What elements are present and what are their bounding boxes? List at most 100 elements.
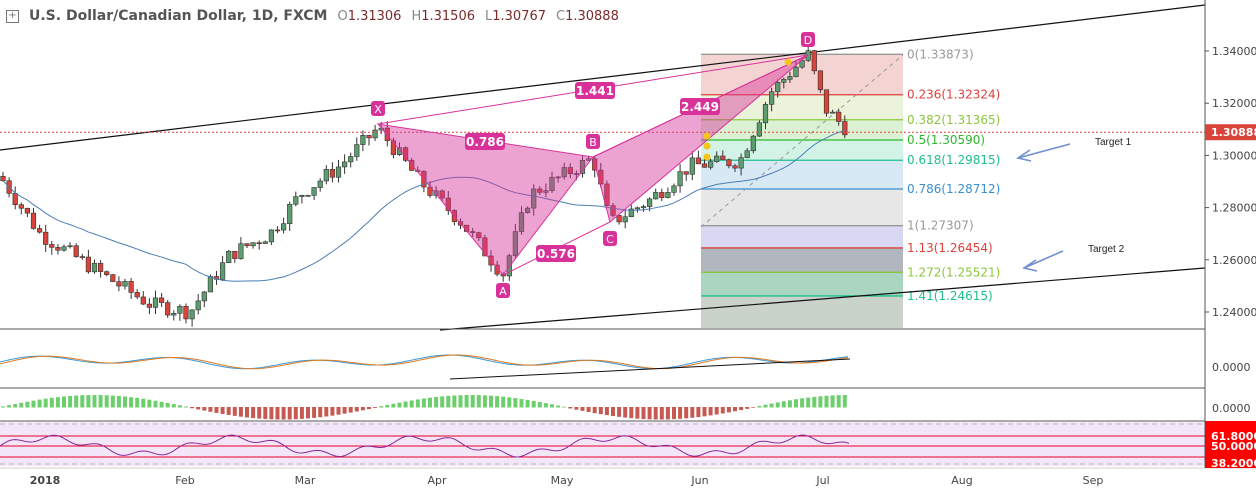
fib-zone [701, 119, 903, 141]
fib-retracement[interactable]: 0(1.33873) 0.236(1.32324) 0.382(1.31365) 0.… [700, 47, 1000, 328]
candle [634, 207, 640, 210]
candle [122, 281, 128, 287]
histogram-bar [769, 403, 774, 408]
candle [12, 193, 18, 205]
histogram-bar [684, 407, 689, 419]
fib-level-label: 0.382(1.31365) [907, 113, 1000, 127]
histogram-bar [257, 407, 262, 419]
histogram-bar [800, 398, 805, 408]
candle [146, 303, 153, 308]
candle [55, 247, 61, 251]
time-tick-label: Jul [815, 474, 829, 487]
candle [195, 300, 201, 311]
histogram-bar [299, 407, 304, 419]
trend-lines[interactable] [0, 4, 1206, 331]
candle [165, 302, 171, 316]
target-arrow-icon [1016, 143, 1071, 162]
rsi-axis-badge [1205, 421, 1256, 468]
candle [372, 129, 378, 139]
candle [543, 190, 549, 193]
histogram-bar [336, 407, 341, 415]
candle [433, 190, 439, 196]
histogram-bar [428, 397, 432, 408]
candle [817, 70, 823, 91]
candle [439, 190, 445, 199]
fib-level-label: 1.41(1.24615) [907, 289, 993, 303]
candle [335, 166, 342, 178]
candle [183, 306, 189, 320]
histogram-bar [403, 401, 408, 408]
histogram-bar [824, 395, 829, 408]
histogram-bar [672, 407, 676, 420]
histogram-bar [263, 407, 268, 419]
histogram-bar [397, 402, 402, 408]
ohlc-low: L1.30767 [485, 8, 547, 24]
candle [762, 104, 769, 124]
pattern-point-badge [801, 32, 815, 47]
histogram-bar [269, 407, 274, 420]
histogram-bar [745, 407, 750, 409]
histogram-bar [495, 396, 500, 408]
candle [390, 140, 397, 155]
fib-level-label: 0.236(1.32324) [907, 88, 1000, 102]
price-tick-label: 1.30000 [1212, 149, 1256, 162]
histogram-bar [550, 404, 554, 408]
expand-icon[interactable]: + [6, 9, 19, 23]
histogram-bar [623, 407, 628, 418]
histogram-bar [37, 399, 42, 408]
histogram-bar [629, 407, 634, 419]
fib-zone [701, 94, 903, 120]
candle [829, 111, 836, 114]
candle [482, 237, 488, 257]
histogram-bar [781, 401, 786, 408]
histogram-bar [696, 407, 701, 418]
candle [476, 232, 482, 239]
candle [348, 156, 354, 163]
candle [732, 165, 738, 169]
histogram-bar [604, 407, 609, 416]
histogram-bar [574, 407, 579, 410]
candle [396, 147, 403, 155]
pattern-point-label-B: B [589, 136, 597, 149]
candle [171, 312, 177, 316]
histogram-bar [379, 406, 384, 408]
candle [305, 195, 311, 197]
histogram-bar [421, 398, 426, 408]
candle [366, 135, 372, 139]
candle [274, 229, 281, 232]
last-price-badge [1205, 124, 1256, 141]
candle [531, 188, 537, 209]
histogram-bar [489, 395, 493, 408]
candle [244, 243, 250, 247]
histogram-bar [232, 407, 237, 416]
candle [226, 250, 232, 263]
candle [159, 297, 165, 303]
candle [73, 245, 79, 257]
candle [445, 197, 451, 211]
fib-zone [701, 272, 903, 296]
candle [775, 81, 781, 93]
histogram-bar [519, 398, 524, 408]
histogram-bar [501, 396, 506, 408]
fib-zone [701, 189, 903, 226]
candle [43, 231, 49, 245]
histogram-bar [147, 399, 152, 408]
time-tick-label: Sep [1083, 474, 1104, 487]
fib-level-label: 0.786(1.28712) [907, 182, 1000, 196]
histogram-bar [507, 397, 512, 408]
last-price-label: 1.30888 [1211, 126, 1256, 139]
xabcd-pattern[interactable]: X A B C D 0.786 1.441 0.576 2.449 Target 1 Target … [371, 32, 1132, 298]
histogram-bar [360, 407, 365, 411]
candle [793, 66, 799, 77]
histogram-bar [159, 401, 164, 408]
histogram-bar [220, 407, 225, 414]
histogram-bar [733, 407, 737, 412]
candle [207, 276, 214, 293]
histogram-bar [391, 403, 396, 408]
candle [91, 262, 98, 273]
candle [24, 207, 31, 214]
histogram-bar [129, 397, 134, 408]
candle [134, 292, 140, 298]
price-tick-label: 1.34000 [1212, 45, 1256, 58]
